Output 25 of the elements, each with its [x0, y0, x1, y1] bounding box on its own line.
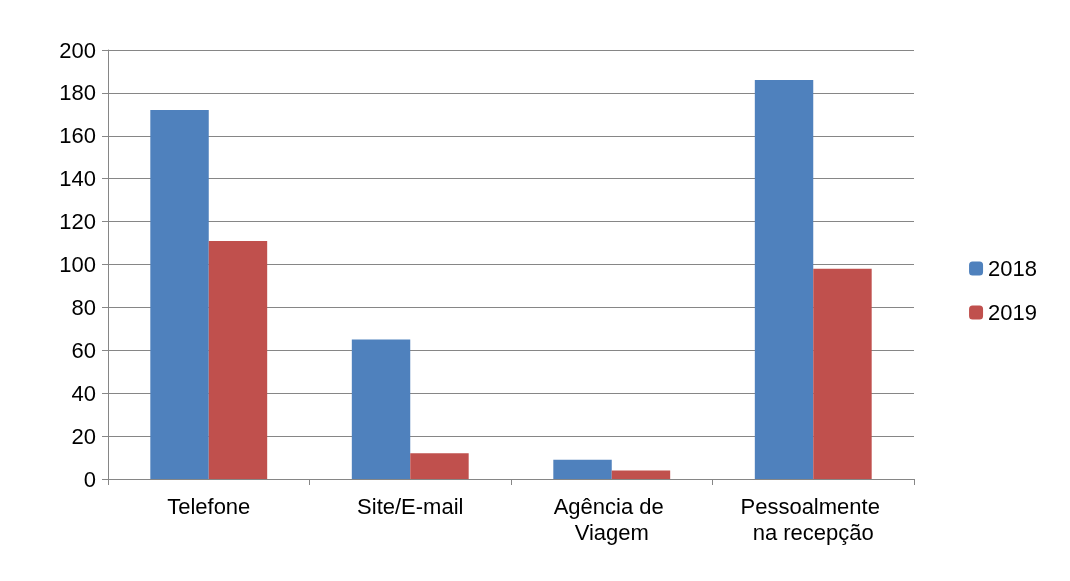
- legend-label: 2019: [988, 300, 1038, 325]
- y-tick-label: 100: [59, 252, 96, 277]
- y-tick-label: 60: [71, 337, 96, 363]
- y-tick-label: 160: [59, 123, 96, 149]
- bar: [351, 339, 411, 479]
- bar: [553, 459, 612, 479]
- y-tick-label: 80: [71, 294, 96, 320]
- x-tick-label: Pessoalmente na recepção: [740, 493, 887, 545]
- x-tick-label: Agência de Viagem: [553, 493, 670, 545]
- legend-label: 2018: [988, 256, 1038, 281]
- bar: [754, 80, 814, 479]
- y-tick-label: 140: [59, 166, 96, 192]
- x-tick-label: Telefone: [167, 493, 251, 519]
- bar: [208, 240, 268, 479]
- y-tick-label: 20: [71, 423, 96, 449]
- y-tick-label: 40: [71, 380, 96, 406]
- bar: [611, 470, 671, 479]
- y-tick-label: 200: [59, 37, 96, 63]
- y-tick-label: 180: [59, 80, 96, 106]
- y-tick-label: 120: [59, 209, 96, 235]
- bar: [150, 110, 209, 479]
- x-tick-label: Site/E-mail: [357, 493, 464, 519]
- bar: [813, 268, 872, 479]
- y-tick-label: 0: [83, 466, 96, 492]
- bar: [410, 453, 469, 479]
